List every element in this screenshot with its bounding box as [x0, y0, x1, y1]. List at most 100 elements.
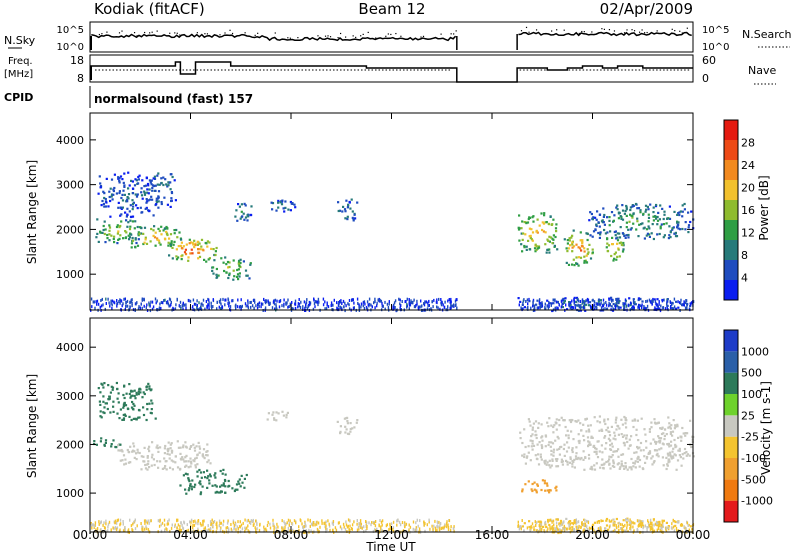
noise-cell [559, 522, 561, 526]
noise-cell [370, 523, 372, 527]
echo-cell [168, 254, 171, 257]
noise-cell [189, 299, 192, 303]
echo-cell [635, 428, 638, 431]
nsearch-dot [287, 37, 289, 39]
echo-cell [683, 208, 686, 211]
noise-cell [652, 299, 654, 303]
noise-cell [425, 300, 427, 304]
echo-cell [181, 254, 184, 257]
echo-cell [610, 425, 613, 428]
echo-cell [130, 179, 133, 182]
echo-cell [238, 265, 241, 268]
echo-cell [571, 263, 574, 266]
noise-cell [322, 303, 325, 307]
echo-cell [544, 459, 547, 462]
echo-cell [125, 198, 129, 201]
nsearch-dot [98, 33, 100, 36]
noise-cell [105, 522, 107, 526]
noise-cell [298, 304, 300, 308]
echo-cell [120, 448, 123, 452]
echo-cell [171, 449, 174, 453]
noise-cell [423, 523, 425, 527]
noise-cell [190, 520, 192, 524]
echo-cell [549, 215, 552, 218]
nsearch-dot [360, 35, 362, 37]
echo-cell [665, 467, 668, 471]
noise-cell [518, 303, 520, 307]
noise-cell [666, 304, 668, 308]
noise-cell [532, 302, 534, 306]
echo-cell [96, 218, 99, 221]
echo-cell [555, 518, 558, 521]
noise-cell [273, 302, 276, 306]
noise-cell [160, 529, 163, 533]
echo-cell [641, 467, 644, 470]
echo-cell [105, 402, 108, 405]
noise-cell [621, 528, 623, 532]
noise-cell [229, 305, 232, 309]
noise-cell [518, 527, 521, 531]
noise-cell [240, 305, 242, 309]
echo-cell [606, 242, 609, 245]
echo-cell [653, 460, 656, 463]
noise-cell [678, 520, 680, 524]
echo-cell [250, 205, 253, 208]
echo-cell [529, 459, 532, 462]
echo-cell [245, 473, 248, 477]
echo-cell [667, 217, 670, 220]
echo-cell [544, 243, 547, 246]
echo-cell [532, 444, 536, 447]
noise-cell [569, 522, 571, 526]
noise-cell [390, 522, 393, 526]
noise-cell [317, 521, 320, 525]
echo-cell [684, 228, 687, 231]
echo-cell [523, 306, 526, 309]
noise-cell [596, 520, 598, 524]
noise-cell [250, 300, 252, 304]
noise-cell [560, 305, 562, 309]
echo-cell [629, 208, 632, 212]
echo-cell [548, 235, 551, 238]
echo-cell [226, 260, 230, 264]
echo-cell [138, 174, 141, 177]
echo-cell [619, 226, 622, 229]
noise-cell [349, 528, 351, 532]
nsky-label: N.Sky [4, 34, 36, 47]
echo-cell [146, 182, 150, 186]
echo-cell [246, 214, 249, 217]
noise-cell [593, 300, 596, 304]
colorbar-tick: 25 [741, 409, 755, 422]
nsky-tick-low: 10^0 [57, 42, 84, 53]
echo-cell [691, 435, 694, 438]
echo-cell [517, 228, 521, 231]
echo-cell [141, 179, 144, 182]
echo-cell [589, 467, 592, 470]
echo-cell [191, 479, 194, 482]
noise-cell [125, 304, 127, 308]
noise-cell [615, 304, 617, 308]
echo-cell [569, 420, 573, 424]
noise-cell [168, 297, 171, 301]
noise-cell [365, 520, 367, 523]
noise-cell [263, 529, 265, 533]
echo-cell [136, 244, 140, 247]
noise-cell [172, 307, 174, 311]
echo-cell [175, 255, 178, 258]
noise-cell [288, 523, 290, 527]
echo-cell [109, 215, 112, 218]
echo-cell [164, 178, 167, 181]
echo-cell [565, 450, 569, 453]
noise-cell [211, 518, 213, 522]
echo-cell [130, 395, 133, 398]
echo-cell [198, 445, 201, 448]
noise-cell [98, 520, 100, 524]
echo-cell [241, 481, 244, 484]
echo-cell [190, 241, 193, 244]
echo-cell [625, 226, 628, 229]
echo-cell [602, 530, 605, 533]
echo-cell [548, 441, 551, 444]
echo-cell [120, 220, 123, 223]
echo-cell [612, 259, 615, 262]
noise-cell [316, 300, 319, 304]
echo-cell [117, 177, 120, 180]
